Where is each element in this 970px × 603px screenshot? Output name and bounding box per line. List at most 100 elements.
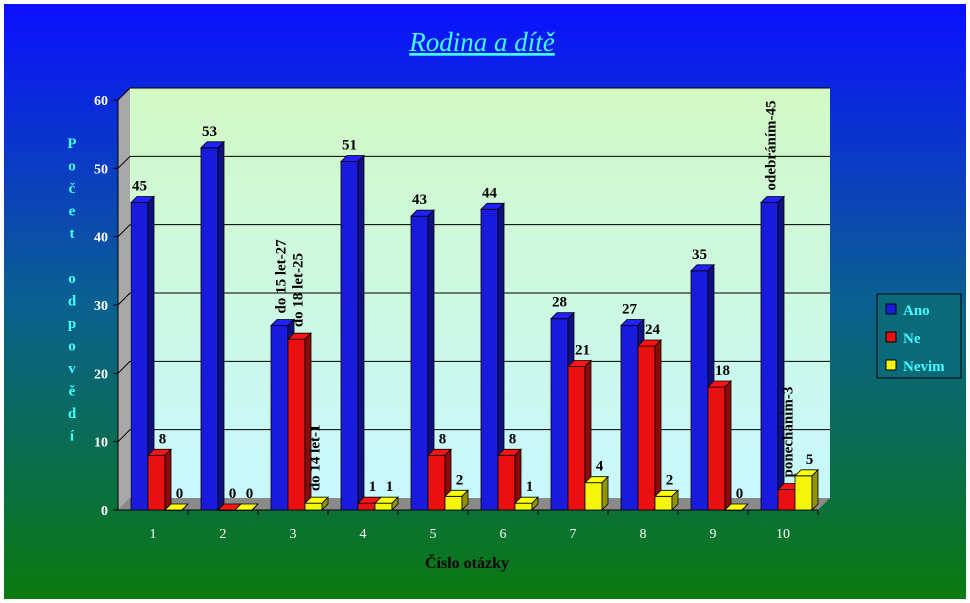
data-label: 8	[509, 431, 517, 447]
bar-side	[217, 140, 225, 511]
data-label: 27	[622, 302, 638, 318]
gridline-diag	[117, 224, 131, 238]
bar-ne	[637, 345, 656, 511]
data-label: 24	[645, 322, 661, 338]
x-tick-label: 3	[290, 527, 297, 542]
data-label: 5	[806, 452, 814, 468]
legend-swatch-ano	[885, 303, 897, 315]
data-label: 21	[575, 343, 590, 359]
x-axis-ticks: 1 2 3 4 5 6 7 8 9 10	[150, 510, 819, 542]
data-label: do 14 let-1	[308, 424, 324, 491]
x-tick-label: 4	[360, 527, 367, 542]
bar-nevim	[444, 495, 463, 511]
data-label: 8	[159, 431, 167, 447]
bar-side	[181, 503, 189, 511]
bar-side	[741, 503, 749, 511]
data-label: 1	[369, 479, 377, 495]
bar-ne	[287, 338, 306, 511]
data-label: 28	[552, 295, 567, 311]
x-axis-label: Číslo otázky	[425, 553, 509, 572]
bar-ano	[620, 325, 639, 511]
bar-ano	[550, 318, 569, 511]
bar-nevim	[654, 495, 673, 511]
gridline-diag	[117, 360, 131, 374]
bar-side	[601, 475, 609, 511]
gridline-diag	[117, 87, 131, 101]
bar-nevim	[304, 502, 323, 511]
y-tick-label: 30	[94, 299, 108, 314]
x-tick-label: 6	[500, 527, 507, 542]
data-label: 53	[202, 124, 217, 140]
data-label: 35	[692, 247, 707, 263]
bar-side	[654, 339, 662, 511]
data-label: 43	[412, 192, 427, 208]
gridline-diag	[117, 292, 131, 306]
bar-ne	[427, 454, 446, 511]
x-tick-label: 7	[570, 527, 577, 542]
chart-title: Rodina a dítě	[408, 27, 555, 57]
y-tick-label: 0	[101, 504, 108, 519]
x-tick-label: 9	[710, 527, 717, 542]
data-label: 2	[456, 472, 464, 488]
bar-ano	[340, 161, 359, 511]
data-label: 51	[342, 138, 357, 154]
data-label: 1	[386, 479, 394, 495]
bar-ano	[270, 325, 289, 511]
bar-side	[391, 496, 399, 511]
bar-nevim	[794, 475, 813, 511]
bar-nevim	[514, 502, 533, 511]
bar-side	[251, 503, 259, 511]
y-tick-label: 20	[94, 367, 108, 382]
bar-ano	[760, 202, 779, 511]
data-label: 0	[246, 486, 254, 502]
data-label: 1	[526, 479, 534, 495]
legend-label-ano: Ano	[903, 303, 930, 319]
x-tick-label: 10	[776, 527, 790, 542]
data-label: 0	[736, 486, 744, 502]
bar-ano	[480, 208, 499, 511]
bar-ne	[567, 366, 586, 511]
x-tick-label: 8	[640, 527, 647, 542]
y-tick-label: 40	[94, 231, 108, 246]
y-tick-label: 60	[94, 94, 108, 109]
data-label: 45	[132, 179, 147, 195]
x-tick-label: 5	[430, 527, 437, 542]
bar-side	[164, 448, 172, 511]
data-label: do 18 let-25	[291, 253, 307, 327]
data-label: 18	[715, 363, 730, 379]
bar-ano	[410, 215, 429, 511]
data-label: 0	[176, 486, 184, 502]
y-tick-label: 50	[94, 162, 108, 177]
bar-side	[461, 489, 469, 511]
bar-side	[811, 468, 819, 511]
bar-ne	[147, 454, 166, 511]
bar-side	[531, 496, 539, 511]
x-tick-label: 2	[220, 527, 227, 542]
bar-nevim	[584, 482, 603, 511]
bar-side	[724, 380, 732, 511]
y-axis-ticks: 0 10 20 30 40 50 60	[94, 94, 118, 519]
bar-side	[671, 489, 679, 511]
data-label: ponecháním-3	[781, 387, 797, 478]
bar-ne	[707, 386, 726, 511]
bar-side	[321, 496, 329, 511]
data-label: 4	[596, 459, 604, 475]
data-label: 8	[439, 431, 447, 447]
data-label: odebráním-45	[764, 101, 780, 191]
legend: Ano Ne Nevim	[876, 293, 962, 379]
legend-swatch-nevim	[885, 359, 897, 371]
bar-nevim	[374, 502, 393, 511]
gridline-diag	[117, 155, 131, 169]
data-label: 2	[666, 472, 674, 488]
legend-label-nevim: Nevim	[903, 359, 945, 375]
bar-ne	[777, 489, 796, 511]
bar-ne	[357, 502, 376, 511]
data-label: 0	[229, 486, 237, 502]
x-tick-label: 1	[150, 527, 157, 542]
data-label: do 15 let-27	[274, 239, 290, 314]
gridline-diag	[117, 429, 131, 443]
legend-label-ne: Ne	[903, 331, 921, 347]
bar-ano	[690, 270, 709, 511]
